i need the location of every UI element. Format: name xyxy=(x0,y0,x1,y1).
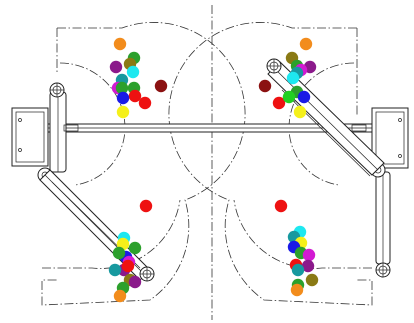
marker-purple xyxy=(128,275,142,289)
marker-orange xyxy=(299,37,313,51)
marker-dark_red xyxy=(154,79,168,93)
marker-green xyxy=(115,81,129,95)
marker-red xyxy=(138,96,152,110)
marker-teal xyxy=(291,263,305,277)
marker-olive xyxy=(305,273,319,287)
marker-red xyxy=(121,259,135,273)
marker-orange xyxy=(113,289,127,303)
marker-cyan xyxy=(126,65,140,79)
marker-teal xyxy=(108,263,122,277)
marker-yellow xyxy=(293,105,307,119)
marker-red xyxy=(274,199,288,213)
marker-dark_red xyxy=(258,79,272,93)
marker-red xyxy=(139,199,153,213)
left-robot-base xyxy=(11,107,49,167)
marker-lime xyxy=(282,90,296,104)
marker-green xyxy=(128,241,142,255)
right-lower-marker-cluster xyxy=(274,199,319,297)
marker-orange xyxy=(113,37,127,51)
marker-red xyxy=(128,89,142,103)
marker-yellow xyxy=(116,105,130,119)
marker-blue xyxy=(116,91,130,105)
marker-red xyxy=(272,96,286,110)
left-lower-marker-cluster xyxy=(108,199,153,303)
left-upper-marker-cluster xyxy=(109,37,168,119)
marker-cyan xyxy=(286,71,300,85)
marker-purple xyxy=(301,259,315,273)
marker-green xyxy=(112,246,126,260)
right-upper-marker-cluster xyxy=(258,37,317,119)
left-workspace-boundary xyxy=(41,22,246,306)
marker-magenta xyxy=(302,248,316,262)
marker-orange xyxy=(290,283,304,297)
marker-purple xyxy=(109,60,123,74)
marker-blue xyxy=(297,90,311,104)
